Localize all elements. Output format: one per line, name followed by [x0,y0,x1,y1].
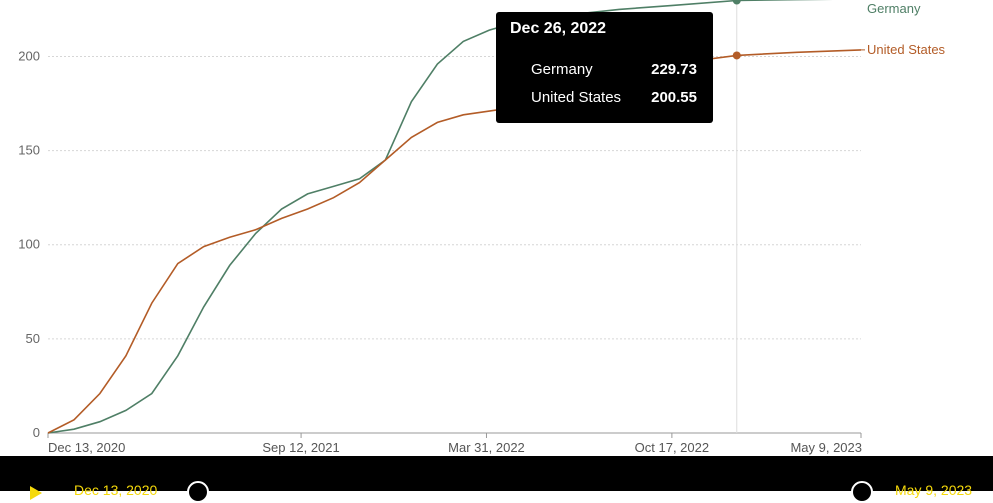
timeline-bar: Dec 13, 2020 May 9, 2023 [0,456,993,503]
y-tick-label: 50 [26,331,40,346]
timeline-start-handle[interactable] [187,481,209,503]
hover-marker [732,0,741,5]
y-tick-label: 200 [18,48,40,63]
y-axis: 0 50 100 150 200 [18,48,40,440]
play-icon[interactable] [30,486,42,500]
tooltip-series-name: United States [531,89,622,106]
tooltip-series-name: Germany [531,61,593,78]
tooltip: Dec 26, 2022 Germany 229.73 United State… [496,12,713,123]
series-label: Germany [867,1,921,16]
timeline-end-label: May 9, 2023 [895,482,973,498]
tooltip-date: Dec 26, 2022 [510,20,607,37]
x-tick-label: Mar 31, 2022 [448,440,525,455]
gridlines [48,55,861,340]
tooltip-series-value: 229.73 [651,61,697,78]
y-tick-label: 150 [18,143,40,158]
timeline-end-handle[interactable] [851,481,873,503]
x-tick-label: Oct 17, 2022 [635,440,709,455]
tooltip-row-germany: Germany 229.73 [531,61,697,83]
x-tick-label: Sep 12, 2021 [262,440,339,455]
series-label: United States [867,42,946,57]
timeline-start-label: Dec 13, 2020 [74,482,158,498]
series-line-united-states [47,49,862,434]
tooltip-series-value: 200.55 [651,89,697,106]
hover-marker [732,51,741,60]
x-tick-label: Dec 13, 2020 [48,440,125,455]
x-tick-label: May 9, 2023 [790,440,862,455]
series-line-germany [47,0,834,434]
y-tick-label: 100 [18,237,40,252]
line-chart: 0 50 100 150 200 Dec 13, 2020 Sep 12, 2021 Mar… [18,0,946,455]
tooltip-row-united-states: United States 200.55 [531,89,697,111]
x-axis: Dec 13, 2020 Sep 12, 2021 Mar 31, 2022 Oct … [47,432,862,455]
series-labels: Germany United States [861,1,946,57]
y-tick-label: 0 [33,425,40,440]
series-lines [47,0,862,434]
